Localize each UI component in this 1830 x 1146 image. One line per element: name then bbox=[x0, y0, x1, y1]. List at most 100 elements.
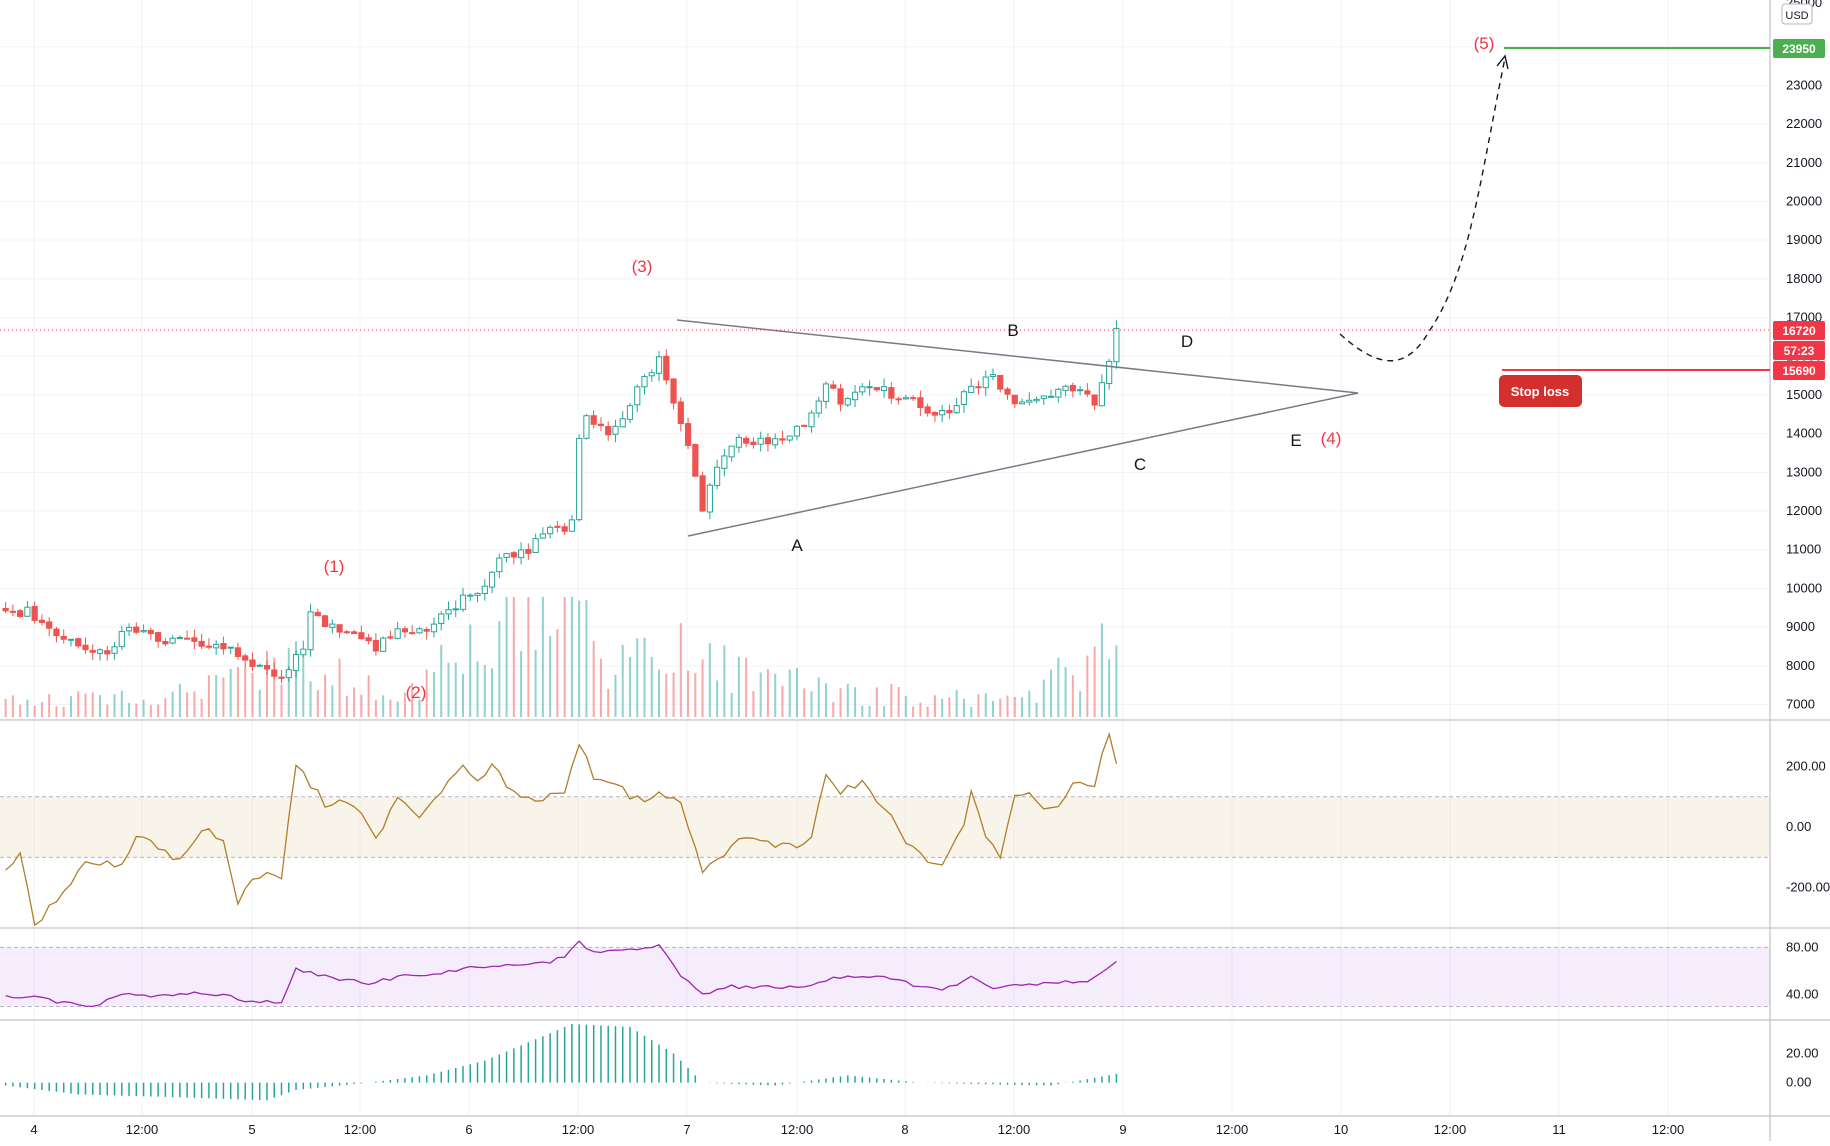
candle-body bbox=[968, 385, 975, 393]
volume-bar bbox=[991, 700, 994, 717]
volume-bar bbox=[396, 701, 399, 717]
volume-bar bbox=[1035, 702, 1038, 717]
last-price-label: 16720 bbox=[1782, 324, 1816, 338]
wave-label-2[interactable]: (2) bbox=[406, 683, 427, 702]
time-tick-label: 4 bbox=[30, 1122, 37, 1137]
volume-bar bbox=[970, 707, 973, 717]
volume-bar bbox=[1100, 623, 1103, 717]
candle-body bbox=[663, 355, 670, 381]
volume-bar bbox=[1057, 657, 1060, 717]
wave-label-1[interactable]: (1) bbox=[324, 557, 345, 576]
volume-bar bbox=[723, 645, 726, 717]
volume-bar bbox=[810, 691, 813, 717]
price-tick-label: 13000 bbox=[1786, 464, 1822, 479]
volume-bar bbox=[483, 664, 486, 717]
wave-labels: (1) (2) (3) (4) (5) A B C D E bbox=[324, 34, 1495, 702]
candle-body bbox=[844, 398, 851, 406]
volume-bar bbox=[563, 597, 566, 717]
candle-body bbox=[641, 376, 648, 388]
candle-body bbox=[147, 629, 154, 635]
candle-body bbox=[380, 637, 387, 652]
candle-body bbox=[89, 649, 96, 653]
volume-bar bbox=[120, 690, 123, 717]
volume-bar bbox=[933, 695, 936, 717]
volume-bar bbox=[273, 657, 276, 717]
volume-bar bbox=[803, 688, 806, 717]
candle-body bbox=[510, 552, 517, 558]
price-tick-label: 22000 bbox=[1786, 116, 1822, 131]
triangle-label-d[interactable]: D bbox=[1181, 332, 1193, 351]
volume-bar bbox=[955, 689, 958, 717]
volume-bar bbox=[549, 635, 552, 717]
volume-bar bbox=[716, 680, 719, 717]
triangle-label-a[interactable]: A bbox=[791, 536, 803, 555]
projection-dashed-path[interactable] bbox=[1339, 57, 1506, 362]
volume-bar bbox=[825, 683, 828, 717]
candle-body bbox=[336, 624, 343, 633]
wave-label-5[interactable]: (5) bbox=[1474, 34, 1495, 53]
volume-bar bbox=[737, 656, 740, 717]
candle-body bbox=[46, 621, 53, 629]
triangle-label-c[interactable]: C bbox=[1134, 455, 1146, 474]
candle-body bbox=[721, 455, 728, 469]
volume-bar bbox=[636, 638, 639, 717]
volume-bar bbox=[643, 637, 646, 717]
candle-body bbox=[1011, 394, 1018, 405]
candle-body bbox=[430, 623, 438, 633]
candle-body bbox=[1026, 399, 1033, 403]
candle-body bbox=[1106, 360, 1113, 384]
volume-bar bbox=[55, 706, 58, 717]
volume-bar bbox=[135, 703, 138, 717]
candle-body bbox=[728, 445, 735, 458]
volume-bar bbox=[26, 699, 29, 717]
candle-body bbox=[517, 549, 525, 559]
candle-body bbox=[184, 637, 191, 640]
volume-bar bbox=[171, 691, 174, 717]
time-tick-label: 12:00 bbox=[126, 1122, 159, 1137]
candle-body bbox=[481, 585, 488, 594]
time-tick-label: 12:00 bbox=[781, 1122, 814, 1137]
price-axis[interactable]: 7000 8000 9000 10000 11000 12000 13000 14000 150… bbox=[1786, 0, 1830, 1090]
volume-bar bbox=[295, 641, 298, 717]
volume-bar bbox=[1013, 696, 1016, 717]
volume-bar bbox=[324, 674, 327, 717]
candle-body bbox=[1091, 394, 1098, 406]
stop-loss-callout[interactable]: Stop loss bbox=[1499, 375, 1582, 407]
indicator-lines bbox=[4, 731, 1118, 1101]
candle-body bbox=[2, 607, 9, 612]
currency-badge[interactable]: USD bbox=[1781, 3, 1813, 25]
candle-body bbox=[24, 606, 31, 617]
wave-label-4[interactable]: (4) bbox=[1321, 429, 1342, 448]
candle-body bbox=[670, 378, 677, 404]
volume-bar bbox=[11, 695, 14, 717]
candle-body bbox=[946, 409, 953, 414]
candle-body bbox=[939, 409, 946, 416]
volume-bar bbox=[614, 674, 617, 717]
wave-label-3[interactable]: (3) bbox=[632, 257, 653, 276]
volume-bar bbox=[215, 675, 218, 717]
triangle-label-b[interactable]: B bbox=[1007, 321, 1018, 340]
time-axis[interactable]: 4 12:00 5 12:00 6 12:00 7 12:00 8 12:00 9 12:00 10 12… bbox=[30, 1122, 1684, 1137]
candle-body bbox=[801, 424, 808, 427]
candle-body bbox=[1077, 389, 1084, 392]
grid-layer bbox=[0, 0, 1770, 1116]
volume-bar bbox=[40, 702, 43, 717]
candle-body bbox=[198, 640, 205, 647]
candle-body bbox=[1084, 390, 1091, 395]
candle-body bbox=[394, 628, 401, 639]
volume-bar bbox=[832, 702, 835, 717]
price-tick-label: 7000 bbox=[1786, 697, 1815, 712]
candle-body bbox=[263, 665, 271, 670]
volume-bar bbox=[926, 706, 929, 717]
triangle-label-e[interactable]: E bbox=[1290, 431, 1301, 450]
volume-bar bbox=[287, 648, 290, 717]
triangle-lower-line[interactable] bbox=[687, 392, 1359, 537]
candle-body bbox=[692, 443, 699, 477]
triangle-upper-line[interactable] bbox=[676, 319, 1359, 394]
price-tick-label: 8000 bbox=[1786, 658, 1815, 673]
candle-body bbox=[438, 613, 445, 624]
volume-bar bbox=[607, 688, 610, 717]
volume-bar bbox=[186, 692, 189, 717]
volume-bar bbox=[919, 702, 922, 717]
